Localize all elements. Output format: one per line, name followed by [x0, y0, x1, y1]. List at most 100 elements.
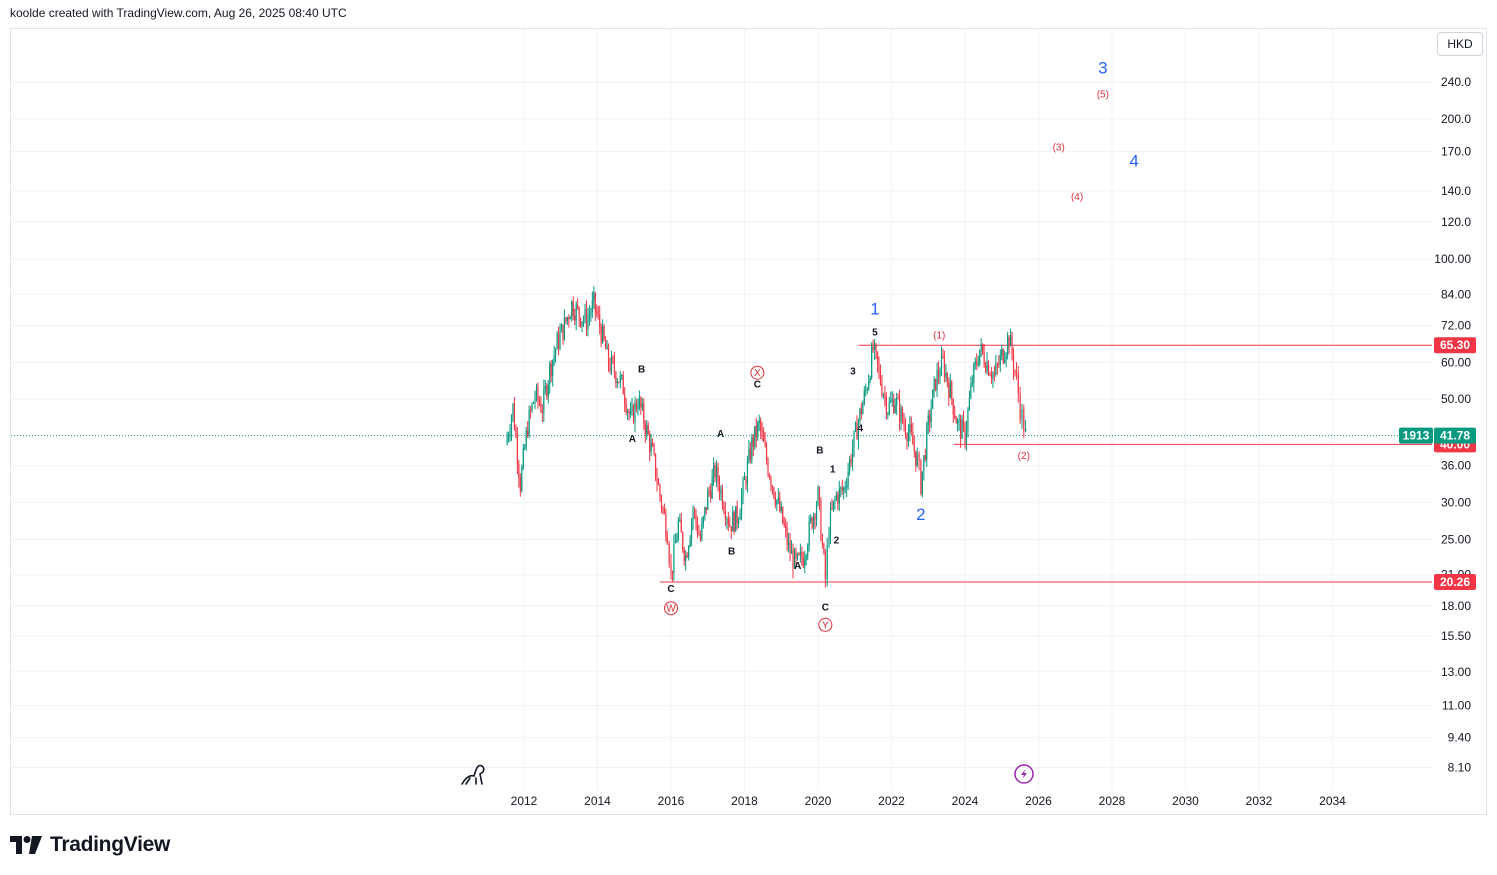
candle-body — [615, 372, 617, 384]
candle-body — [732, 512, 734, 532]
candle-body — [701, 524, 703, 540]
wave-label-circle — [750, 365, 765, 380]
candle-body — [553, 354, 555, 361]
candle-body — [807, 546, 809, 556]
candle-body — [885, 396, 887, 415]
candle-body — [937, 369, 940, 377]
candle-body — [702, 516, 704, 525]
candle-body — [804, 558, 806, 567]
candle-body — [976, 361, 978, 365]
candle-body — [865, 390, 867, 392]
wave-label: 4 — [1129, 151, 1138, 170]
currency-selector[interactable]: HKD — [1437, 32, 1483, 56]
candle-body — [901, 408, 904, 422]
y-tick-label: 100.00 — [1434, 252, 1471, 266]
candle-body — [662, 507, 664, 509]
candle-body — [996, 364, 998, 366]
candle-body — [519, 477, 521, 491]
candle-body — [582, 319, 585, 322]
candle-body — [872, 346, 874, 350]
candle-body — [1005, 354, 1007, 360]
candle-body — [943, 356, 946, 377]
candle-body — [752, 437, 754, 447]
candle-body — [907, 432, 910, 441]
candle-body — [948, 383, 950, 398]
candle-body — [869, 377, 871, 381]
candle-body — [854, 423, 857, 431]
y-tick-label: 170.0 — [1441, 145, 1471, 159]
candle-body — [568, 317, 570, 320]
candle-body — [764, 441, 766, 447]
candle-body — [850, 458, 852, 463]
candle-body — [916, 453, 918, 466]
candle-body — [958, 419, 960, 421]
candle-body — [571, 301, 573, 318]
x-tick-label: 2026 — [1025, 794, 1052, 808]
candle-body — [743, 479, 746, 481]
time-axis: 2012 2014 2016 2018 2020 2022 2024 2026 2028 2030… — [511, 794, 1347, 808]
candle-body — [1015, 371, 1018, 374]
candle-body — [939, 375, 941, 377]
candle-body — [913, 444, 915, 451]
candle-body — [887, 413, 889, 415]
candle-body — [689, 537, 691, 547]
candle-body — [765, 446, 768, 461]
wave-label: A — [629, 434, 636, 445]
candle-body — [535, 386, 538, 398]
y-tick-label: 25.00 — [1441, 532, 1471, 546]
candle-body — [685, 555, 687, 561]
candle-body — [663, 508, 665, 514]
wave-label: Y — [822, 620, 829, 631]
candle-body — [584, 309, 586, 320]
candle-body — [705, 507, 707, 510]
candle-body — [796, 553, 799, 559]
candle-body — [506, 437, 508, 445]
horizontal-levels — [11, 344, 1432, 583]
candle-body — [727, 518, 729, 525]
candle-body — [875, 343, 877, 352]
candle-body — [557, 333, 560, 349]
candle-body — [730, 526, 732, 532]
candle-body — [625, 403, 627, 413]
candle-body — [773, 487, 775, 498]
candle-body — [670, 563, 672, 571]
candle-body — [631, 405, 633, 412]
candle-body — [603, 325, 605, 340]
wave-label: 2 — [834, 536, 840, 547]
candle-body — [515, 429, 517, 437]
candle-body — [940, 355, 943, 376]
candle-body — [528, 410, 530, 436]
candle-body — [980, 344, 982, 350]
candle-body — [673, 542, 675, 573]
tradingview-logo[interactable]: TradingView — [10, 833, 170, 857]
candle-body — [527, 430, 529, 436]
candle-body — [577, 304, 579, 308]
candle-body — [643, 403, 645, 424]
candle-body — [510, 417, 513, 433]
wave-label: (4) — [1071, 192, 1083, 203]
candle-body — [660, 496, 663, 508]
y-tick-label: 120.0 — [1441, 215, 1471, 229]
dinosaur-icon[interactable] — [461, 764, 485, 785]
candle-body — [792, 549, 794, 569]
lightning-icon[interactable] — [1014, 764, 1034, 784]
candle-body — [783, 523, 785, 526]
candle-body — [771, 486, 774, 488]
candle-body — [578, 307, 580, 318]
wave-label: 1 — [830, 465, 836, 476]
candle-body — [682, 532, 684, 550]
candle-body — [774, 497, 776, 506]
candle-body — [613, 360, 616, 373]
candle-body — [990, 375, 993, 379]
candle-body — [549, 363, 551, 384]
wave-label: C — [667, 584, 674, 595]
candle-body — [844, 487, 846, 489]
candle-body — [967, 409, 969, 430]
candle-body — [808, 520, 810, 547]
candle-body — [790, 549, 793, 554]
wave-label: (2) — [1018, 451, 1030, 462]
candle-body — [817, 487, 819, 506]
candlesticks — [506, 286, 1027, 588]
y-tick-label: 30.00 — [1441, 496, 1471, 510]
